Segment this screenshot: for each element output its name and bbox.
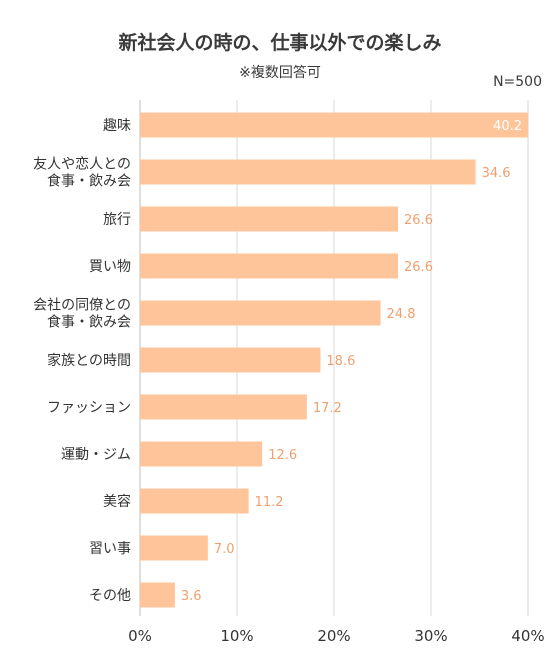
category-label: 買い物: [89, 259, 131, 275]
bar-10: [140, 582, 175, 608]
bar-4: [140, 300, 381, 326]
value-label: 3.6: [181, 589, 202, 604]
x-tick-label: 20%: [317, 627, 350, 645]
value-label: 11.2: [255, 495, 284, 510]
bar-3: [140, 253, 399, 279]
category-label: その他: [89, 588, 131, 604]
bar-5: [140, 347, 321, 373]
bar-2: [140, 206, 399, 232]
bar-1: [140, 159, 476, 185]
value-label: 34.6: [482, 166, 511, 181]
category-label: ファッション: [47, 400, 131, 416]
sample-size-label: N=500: [493, 74, 542, 90]
category-label: 習い事: [89, 541, 131, 557]
x-tick-label: 30%: [414, 627, 447, 645]
category-label: 美容: [103, 493, 131, 510]
value-label: 17.2: [313, 401, 342, 416]
bar-0: [140, 112, 528, 138]
category-label: 趣味: [103, 118, 131, 134]
chart-title: 新社会人の時の、仕事以外での楽しみ: [118, 32, 442, 54]
bar-7: [140, 441, 263, 467]
x-tick-label: 10%: [220, 627, 253, 645]
value-label: 24.8: [387, 307, 416, 322]
bar-8: [140, 488, 249, 514]
bar-9: [140, 535, 208, 561]
value-label: 7.0: [214, 542, 235, 557]
chart-subtitle: ※複数回答可: [239, 65, 321, 81]
category-label: 友人や恋人との食事・飲み会: [33, 156, 131, 190]
category-label: 家族との時間: [47, 352, 131, 369]
category-label: 会社の同僚との食事・飲み会: [33, 298, 131, 331]
x-tick-label: 0%: [128, 627, 152, 645]
value-label: 26.6: [404, 260, 433, 275]
category-label: 旅行: [103, 212, 131, 228]
value-label: 12.6: [268, 448, 297, 463]
value-label: 26.6: [404, 213, 433, 228]
bar-6: [140, 394, 307, 420]
x-tick-label: 40%: [511, 627, 544, 645]
value-label: 40.2: [493, 119, 522, 134]
category-label: 運動・ジム: [61, 447, 131, 463]
value-label: 18.6: [326, 354, 355, 369]
